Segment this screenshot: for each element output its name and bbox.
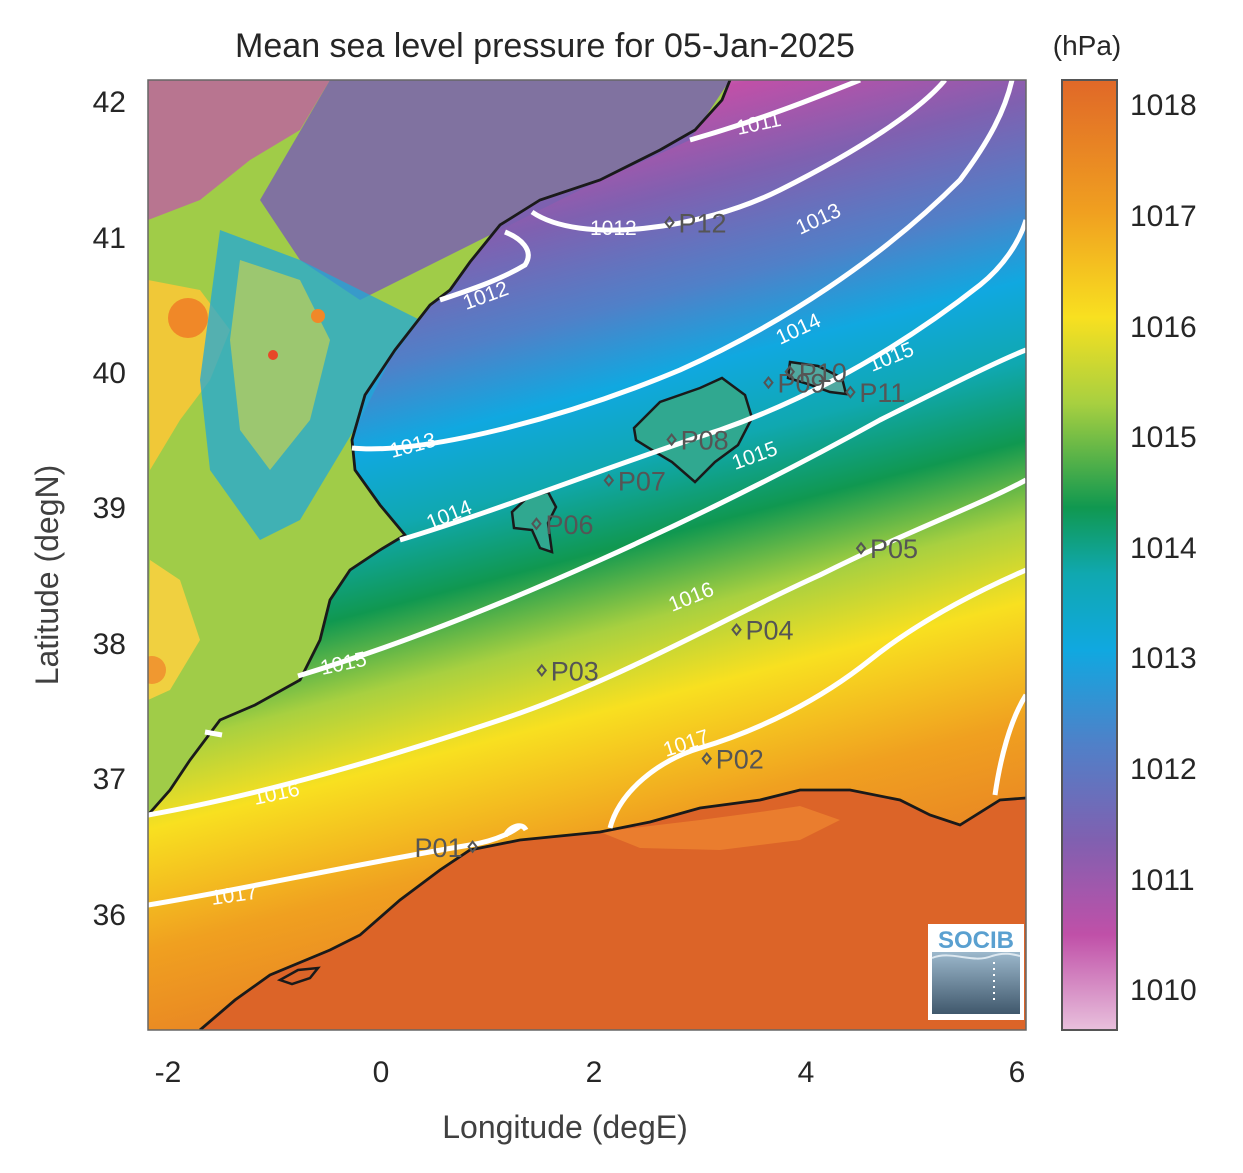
x-tick-label: 2 — [586, 1056, 603, 1089]
station-label: P05 — [870, 534, 918, 564]
colorbar-tick-label: 1013 — [1130, 642, 1197, 675]
isobar-1017-east — [607, 567, 1026, 829]
y-tick-label: 37 — [93, 763, 126, 796]
logo-sea-panel — [932, 952, 1020, 1014]
station-label: P10 — [799, 358, 847, 388]
y-tick-label: 41 — [93, 222, 126, 255]
isobar-1012-inland — [439, 229, 531, 303]
station-marker — [855, 541, 867, 555]
y-tick-label: 42 — [93, 86, 126, 119]
chart-title: Mean sea level pressure for 05-Jan-2025 — [235, 27, 855, 65]
station-label: P12 — [678, 209, 726, 239]
colorbar-ticks: 1018 1017 1016 1015 1014 1013 1012 1011 … — [1130, 89, 1197, 1007]
station-marker — [467, 840, 478, 854]
iberia-interior — [230, 260, 330, 470]
y-tick-label: 36 — [93, 899, 126, 932]
station-label: P02 — [716, 745, 764, 775]
colorbar-tick-label: 1012 — [1130, 753, 1197, 786]
iberia-north — [260, 80, 730, 300]
x-tick-label: -2 — [155, 1056, 182, 1089]
isobar-1015 — [297, 347, 1026, 679]
station-marker — [731, 623, 742, 637]
iberia-hotspot-4 — [148, 656, 166, 684]
isobar-1016 — [148, 477, 1026, 818]
station-marker — [531, 517, 542, 531]
iberia-hotspot — [168, 298, 208, 338]
iberia-coastline — [148, 80, 732, 816]
colorbar-tick-label: 1018 — [1130, 89, 1197, 122]
colorbar-tick-label: 1010 — [1130, 974, 1197, 1007]
station-marker — [784, 365, 796, 379]
isobar-coast-tick — [204, 729, 223, 738]
station-label: P07 — [618, 466, 666, 496]
socib-logo: SOCIB — [928, 924, 1024, 1020]
x-tick-label: 0 — [373, 1056, 390, 1089]
contour-label: 1012 — [590, 217, 637, 240]
colorbar-tick-label: 1016 — [1130, 311, 1197, 344]
station-label: P09 — [777, 369, 825, 399]
x-axis: -2 0 2 4 6 Longitude (degE) — [155, 1056, 1026, 1145]
logo-wave — [931, 952, 1021, 960]
logo-text: SOCIB — [938, 927, 1014, 954]
isobar-1011 — [689, 80, 861, 143]
y-tick-label: 39 — [93, 492, 126, 525]
isobar-1012 — [530, 80, 947, 233]
africa-coastal-highlights — [600, 806, 840, 850]
station-label: P08 — [681, 426, 729, 456]
y-tick-label: 38 — [93, 628, 126, 661]
station-label: P03 — [551, 656, 599, 686]
africa-land — [200, 790, 1026, 1030]
colorbar-tick-label: 1011 — [1130, 864, 1195, 897]
station-marker — [845, 385, 856, 399]
colorbar-unit: (hPa) — [1053, 30, 1121, 61]
station-marker — [536, 663, 548, 677]
africa-coastline — [199, 788, 1026, 1030]
station-marker — [701, 751, 713, 766]
colorbar: (hPa) 1018 1017 1016 1015 1014 1013 1012… — [1053, 30, 1197, 1031]
y-axis-label: Latitude (degN) — [29, 465, 65, 686]
isobar-1013 — [351, 80, 1015, 452]
station-marker — [603, 473, 615, 487]
iberia-northwest — [148, 80, 330, 220]
iberia-hotspot-2 — [311, 309, 325, 323]
y-axis: 42 41 40 39 38 37 36 Latitude (degN) — [29, 86, 126, 932]
menorca-island — [786, 360, 848, 396]
isobar-1014 — [399, 219, 1026, 543]
y-tick-label: 40 — [93, 357, 126, 390]
colorbar-tick-label: 1017 — [1130, 200, 1197, 233]
colorbar-gradient — [1061, 79, 1118, 1031]
station-label: P06 — [545, 510, 593, 540]
station-label: P01 — [415, 833, 463, 863]
alboran-island — [276, 966, 321, 986]
isobar-1018-east — [992, 693, 1026, 796]
x-tick-label: 6 — [1009, 1056, 1026, 1089]
map-frame — [147, 79, 1027, 1031]
map-area: 1011 1012 1012 1013 1013 1014 1014 1015 … — [148, 80, 1026, 1030]
station-marker — [763, 376, 774, 390]
colorbar-tick-label: 1015 — [1130, 421, 1197, 454]
x-tick-label: 4 — [798, 1056, 815, 1089]
station-marker — [666, 433, 677, 447]
x-axis-label: Longitude (degE) — [442, 1109, 688, 1145]
mallorca-island — [632, 376, 754, 484]
station-marker — [664, 215, 675, 230]
iberia-hotspot-3 — [268, 350, 278, 360]
colorbar-tick-label: 1014 — [1130, 532, 1197, 565]
station-label: P11 — [859, 378, 905, 408]
isobar-1017 — [148, 824, 522, 908]
station-label: P04 — [746, 616, 794, 646]
isobar-small-loop — [502, 823, 529, 838]
